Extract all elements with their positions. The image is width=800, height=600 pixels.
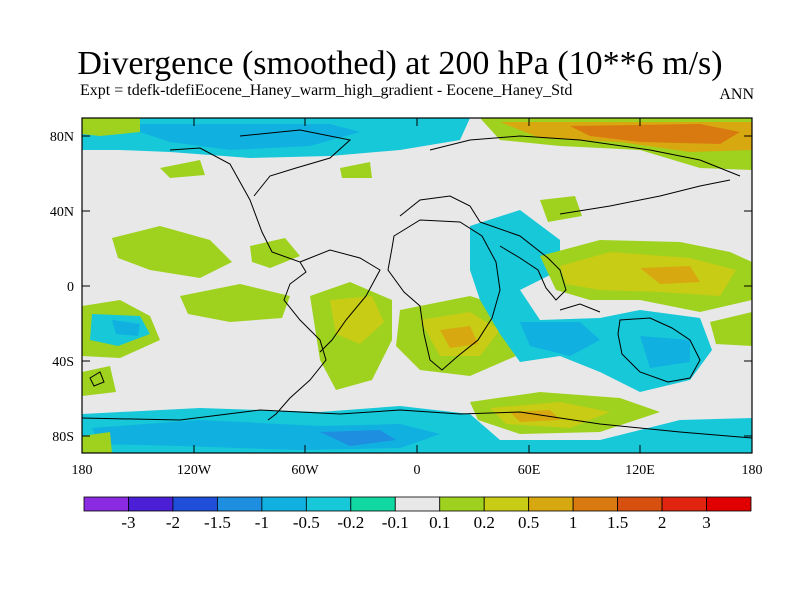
colorbar-label: 1.5	[607, 513, 628, 532]
lat-label: 40N	[50, 205, 74, 220]
lat-label: 80S	[52, 430, 74, 445]
lat-label: 40S	[52, 355, 74, 370]
contour-region	[440, 326, 478, 348]
contour-region	[112, 320, 140, 336]
coastlines	[82, 129, 752, 439]
coastline	[429, 135, 741, 177]
contour-region	[640, 336, 690, 368]
lon-label: 120E	[625, 463, 655, 478]
colorbar-swatch	[661, 496, 707, 512]
contour-region	[320, 430, 396, 446]
coastline	[82, 409, 752, 439]
contour-region	[510, 410, 560, 422]
lon-label: 60E	[518, 463, 541, 478]
experiment-subtitle: Expt = tdefk-tdefiEocene_Haney_warm_high…	[80, 82, 573, 99]
lon-label: 120W	[177, 463, 212, 478]
contour-region	[520, 322, 600, 356]
colorbar-swatch	[617, 496, 663, 512]
colorbar-label: -0.5	[293, 513, 320, 532]
colorbar-label: -0.2	[337, 513, 364, 532]
lon-label: 0	[414, 463, 421, 478]
colorbar-swatch	[394, 496, 441, 512]
lat-label: 80N	[50, 130, 74, 145]
colorbar-label: -1.5	[204, 513, 231, 532]
contour-region	[160, 160, 205, 178]
colorbar-swatch	[706, 496, 752, 512]
colorbar-swatch	[350, 496, 396, 512]
colorbar-label: 0.2	[474, 513, 495, 532]
colorbar-swatch	[305, 496, 352, 512]
lat-label: 0	[67, 280, 74, 295]
contour-region	[82, 432, 112, 453]
contour-region	[112, 226, 232, 278]
coastline	[617, 317, 701, 383]
lon-label: 60W	[291, 463, 319, 478]
season-label: ANN	[719, 86, 754, 103]
map-title: Divergence (smoothed) at 200 hPa (10**6 …	[77, 45, 723, 82]
coastline	[559, 303, 601, 313]
colorbar-label: 1	[569, 513, 578, 532]
contour-region	[570, 124, 740, 144]
coastline	[89, 371, 105, 387]
colorbar-swatch	[572, 496, 619, 512]
coastline	[387, 219, 501, 371]
contour-region	[82, 118, 140, 136]
contour-region	[330, 296, 384, 344]
colorbar-swatch	[483, 496, 530, 512]
coastline	[559, 179, 731, 215]
contour-region	[180, 284, 290, 322]
colorbar-label: -3	[121, 513, 135, 532]
colorbar-swatch	[528, 496, 574, 512]
colorbar-swatch	[172, 496, 218, 512]
colorbar-label: -2	[166, 513, 180, 532]
lon-label: 180	[72, 463, 93, 478]
colorbar-swatch	[261, 496, 307, 512]
colorbar-swatch	[83, 496, 129, 512]
axis-ticks	[81, 118, 753, 453]
contour-region	[540, 196, 582, 222]
colorbar-label: 0.5	[518, 513, 539, 532]
colorbar-label: 2	[658, 513, 667, 532]
coastline	[239, 129, 352, 197]
colorbar-swatch	[216, 496, 263, 512]
coastline	[169, 147, 327, 421]
colorbar-label: 0.1	[429, 513, 450, 532]
colorbar-labels: -3 -2 -1.5 -1 -0.5 -0.2 -0.1 0.1 0.2 0.5 1 1.5 2 3	[121, 513, 710, 532]
colorbar-label: 3	[702, 513, 711, 532]
colorbar	[83, 496, 752, 512]
contour-region	[710, 312, 752, 346]
colorbar-swatch	[128, 496, 174, 512]
coastline	[479, 221, 567, 301]
contour-region	[82, 366, 116, 396]
contour-region	[340, 162, 372, 178]
colorbar-swatch	[439, 496, 485, 512]
colorbar-label: -0.1	[382, 513, 409, 532]
colorbar-label: -1	[255, 513, 269, 532]
coastline	[299, 249, 381, 353]
coastline	[399, 195, 481, 223]
lon-label: 180	[742, 463, 763, 478]
contour-region	[640, 266, 700, 284]
